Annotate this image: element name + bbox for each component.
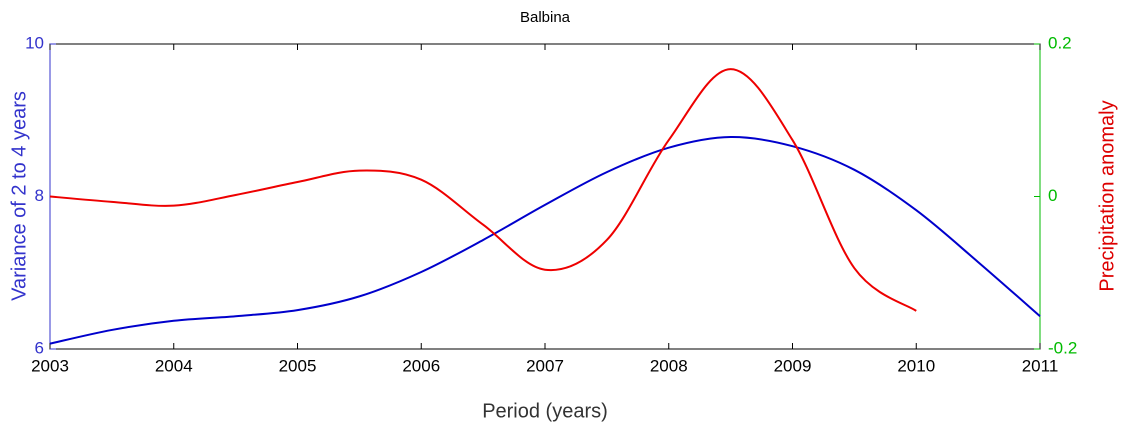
- x-tick-label: 2004: [155, 356, 193, 375]
- y-tick-label: 10: [25, 33, 44, 52]
- y2-tick-label: 0.2: [1048, 33, 1072, 52]
- x-tick-label: 2010: [897, 356, 935, 375]
- x-tick-label: 2009: [774, 356, 812, 375]
- x-axis-label: Period (years): [482, 400, 608, 422]
- y-tick-label: 6: [35, 338, 44, 357]
- y2-tick-label: -0.2: [1048, 338, 1077, 357]
- x-tick-label: 2003: [31, 356, 69, 375]
- y2-axis-label: Precipitation anomaly: [1096, 100, 1118, 291]
- y2-tick-label: 0: [1048, 186, 1057, 205]
- x-tick-label: 2011: [1022, 356, 1059, 375]
- x-tick-label: 2007: [526, 356, 564, 375]
- x-tick-label: 2005: [279, 356, 317, 375]
- y-axis-label: Variance of 2 to 4 years: [8, 91, 30, 301]
- y-tick-label: 8: [35, 186, 44, 205]
- series-line: [49, 68, 917, 312]
- series-line: [49, 136, 1041, 345]
- x-tick-label: 2006: [402, 356, 440, 375]
- plot-frame: [49, 43, 1041, 350]
- x-tick-label: 2008: [650, 356, 688, 375]
- chart-title: Balbina: [520, 9, 571, 26]
